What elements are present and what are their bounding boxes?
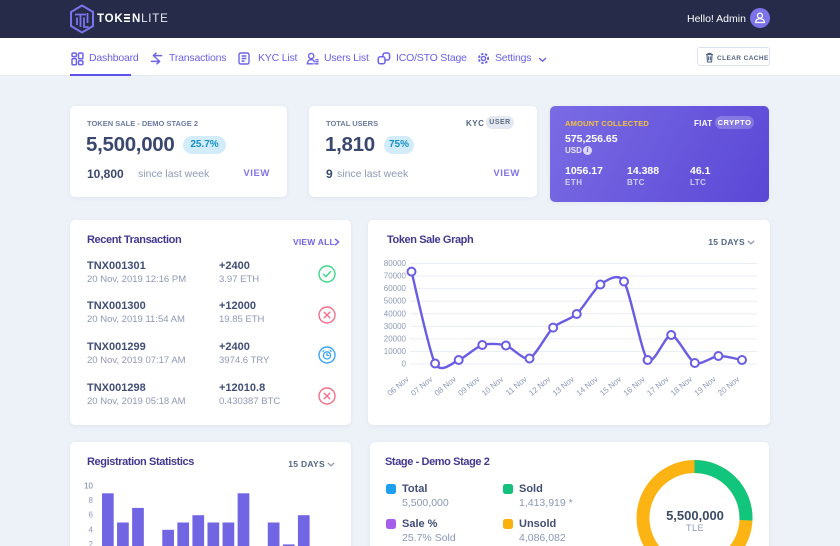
svg-text:19 Nov: 19 Nov — [692, 375, 717, 398]
svg-text:10: 10 — [84, 482, 93, 491]
svg-text:17 Nov: 17 Nov — [645, 375, 670, 398]
svg-text:60000: 60000 — [384, 284, 407, 293]
svg-text:06 Nov: 06 Nov — [386, 375, 411, 398]
svg-text:09 Nov: 09 Nov — [456, 375, 481, 398]
svg-text:12 Nov: 12 Nov — [527, 375, 552, 398]
svg-text:4: 4 — [89, 525, 94, 534]
svg-text:8: 8 — [89, 496, 94, 505]
svg-text:10: 10 — [84, 482, 93, 491]
svg-text:15 Nov: 15 Nov — [598, 375, 623, 398]
svg-text:08 Nov: 08 Nov — [433, 375, 458, 398]
svg-text:70000: 70000 — [384, 272, 407, 281]
svg-text:18 Nov: 18 Nov — [669, 375, 694, 398]
svg-text:11 Nov: 11 Nov — [504, 375, 529, 398]
svg-text:13 Nov: 13 Nov — [551, 375, 576, 398]
svg-text:20 Nov: 20 Nov — [716, 375, 741, 398]
svg-text:10000: 10000 — [384, 347, 407, 356]
svg-text:07 Nov: 07 Nov — [409, 375, 434, 398]
svg-text:20000: 20000 — [384, 334, 407, 343]
svg-text:10 Nov: 10 Nov — [480, 375, 505, 398]
svg-text:30000: 30000 — [384, 322, 407, 331]
svg-text:2: 2 — [89, 540, 94, 546]
svg-text:50000: 50000 — [384, 297, 407, 306]
svg-text:6: 6 — [89, 511, 94, 520]
svg-text:0: 0 — [402, 360, 407, 369]
svg-text:40000: 40000 — [384, 309, 407, 318]
svg-text:16 Nov: 16 Nov — [622, 375, 647, 398]
svg-text:14 Nov: 14 Nov — [574, 375, 599, 398]
svg-text:80000: 80000 — [384, 259, 407, 268]
